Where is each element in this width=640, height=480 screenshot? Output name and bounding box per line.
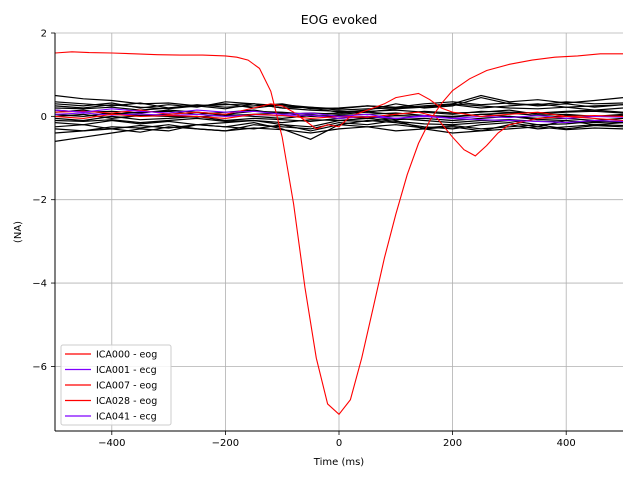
x-tick-label: 0	[336, 438, 342, 449]
chart-title: EOG evoked	[301, 12, 378, 27]
x-axis-label: Time (ms)	[313, 457, 365, 468]
legend: ICA000 - eog ICA001 - ecg ICA007 - eog ICA0…	[61, 345, 171, 425]
x-tick-label: 400	[557, 438, 576, 449]
y-tick-label: −2	[32, 195, 47, 206]
legend-label-4: ICA041 - ecg	[96, 412, 157, 423]
y-tick-label: 0	[41, 112, 47, 123]
y-axis-label: (NA)	[13, 221, 24, 243]
legend-label-3: ICA028 - eog	[96, 396, 157, 407]
legend-label-2: ICA007 - eog	[96, 381, 157, 392]
y-tick-label: −6	[32, 362, 47, 373]
x-tick-label: −200	[212, 438, 239, 449]
y-tick-label: −4	[32, 279, 47, 290]
y-tick-label: 2	[41, 29, 47, 40]
x-tick-label: −400	[98, 438, 125, 449]
x-tick-label: 200	[443, 438, 462, 449]
legend-label-1: ICA001 - ecg	[96, 365, 157, 376]
legend-label-0: ICA000 - eog	[96, 350, 157, 361]
